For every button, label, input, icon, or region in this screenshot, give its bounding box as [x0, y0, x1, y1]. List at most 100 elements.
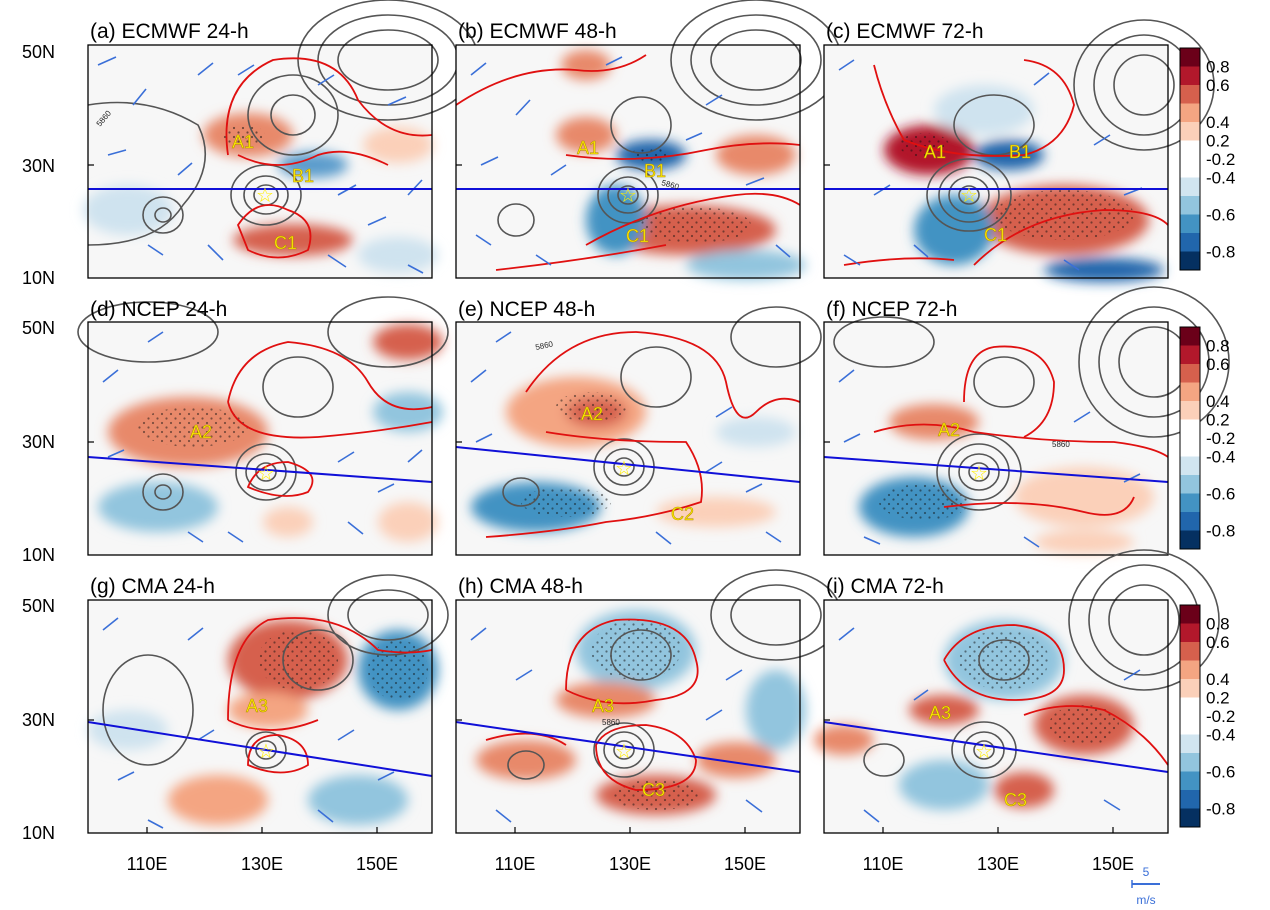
colorbar-segment	[1180, 808, 1200, 828]
colorbar-segment	[1180, 66, 1200, 86]
colorbar-segment	[1180, 103, 1200, 123]
panel-g-label-A3: A3	[246, 696, 268, 716]
panel-c-label-A1: A1	[924, 142, 946, 162]
colorbar-segment	[1180, 382, 1200, 402]
colorbar-tick-label: 0.8	[1206, 337, 1230, 356]
colorbar-tick-label: 0.4	[1206, 113, 1230, 132]
colorbar-segment	[1180, 716, 1200, 735]
colorbar-segment	[1180, 196, 1200, 215]
svg-text:☆: ☆	[257, 741, 275, 763]
panel-e-label-C2: C2	[671, 504, 694, 524]
colorbar-tick-label: 0.2	[1206, 411, 1230, 430]
panel-e: ☆ 5860 A2 C2	[455, 306, 822, 556]
panel-a-label-B1: B1	[292, 166, 314, 186]
colorbar-segment	[1180, 493, 1200, 513]
colorbar-frame	[1179, 604, 1201, 828]
x-tick-150E-col3: 150E	[1092, 854, 1134, 874]
colorbar-row1: 0.80.6 0.40.2-0.2-0.4 -0.6 -0.8	[1179, 47, 1235, 271]
y-tick-10N-row3: 10N	[22, 823, 55, 843]
colorbar-segment	[1180, 771, 1200, 791]
colorbar-tick-label: 0.6	[1206, 633, 1230, 652]
y-tick-50N-row1: 50N	[22, 42, 55, 62]
panel-b-title: (b) ECMWF 48-h	[458, 20, 617, 43]
x-tick-130E-col3: 130E	[977, 854, 1019, 874]
colorbar-segment	[1180, 233, 1200, 252]
colorbar-tick-label: -0.8	[1206, 800, 1235, 819]
panel-c-label-B1: B1	[1009, 142, 1031, 162]
colorbar-segment	[1180, 734, 1200, 754]
panel-a: ☆ 5860 A1 B1 C1	[83, 0, 479, 279]
y-tick-50N-row2: 50N	[22, 318, 55, 338]
colorbar-tick-label: -0.2	[1206, 429, 1235, 448]
colorbar-tick-label: -0.6	[1206, 206, 1235, 225]
panel-b-label-A1: A1	[577, 138, 599, 158]
svg-text:☆: ☆	[256, 185, 274, 207]
colorbar-tick-label: -0.6	[1206, 763, 1235, 782]
panel-i-label-A3: A3	[929, 703, 951, 723]
y-tick-30N-row3: 30N	[22, 710, 55, 730]
panel-h-title: (h) CMA 48-h	[458, 575, 583, 598]
panel-d-label-A2: A2	[190, 422, 212, 442]
colorbar-segment	[1180, 177, 1200, 197]
svg-text:☆: ☆	[960, 185, 978, 207]
panel-c-label-C1: C1	[984, 225, 1007, 245]
colorbar-tick-label: -0.6	[1206, 485, 1235, 504]
colorbar-row2: 0.80.6 0.40.2-0.2-0.4 -0.6 -0.8	[1179, 326, 1235, 550]
x-tick-110E-col1: 110E	[127, 854, 168, 874]
colorbar-frame	[1179, 326, 1201, 550]
panel-i: ☆ A3 C3	[814, 549, 1220, 834]
x-tick-150E-col1: 150E	[356, 854, 398, 874]
panel-e-contour-label: 5860	[535, 339, 555, 352]
colorbar-tick-label: 0.8	[1206, 58, 1230, 77]
colorbar-segment	[1180, 697, 1200, 717]
colorbar-segment	[1180, 364, 1200, 383]
colorbar-segment	[1180, 660, 1200, 680]
colorbar-segment	[1180, 605, 1200, 624]
svg-text:☆: ☆	[615, 458, 633, 480]
colorbar-tick-label: 0.6	[1206, 355, 1230, 374]
colorbar-segment	[1180, 790, 1200, 809]
y-tick-10N-row1: 10N	[22, 268, 55, 288]
x-tick-110E-col3: 110E	[863, 854, 904, 874]
panel-c-title: (c) ECMWF 72-h	[826, 20, 984, 43]
reference-vector-value: 5	[1143, 865, 1150, 879]
panel-a-label-A1: A1	[232, 132, 254, 152]
x-tick-110E-col2: 110E	[495, 854, 536, 874]
panel-h-label-A3: A3	[592, 696, 614, 716]
colorbar-tick-label: 0.4	[1206, 670, 1230, 689]
panel-a-title: (a) ECMWF 24-h	[90, 20, 249, 43]
colorbar-segment	[1180, 530, 1200, 550]
panel-d-title: (d) NCEP 24-h	[90, 298, 227, 321]
svg-text:☆: ☆	[257, 463, 275, 485]
colorbar-segment	[1180, 419, 1200, 439]
colorbar-segment	[1180, 438, 1200, 457]
colorbar-tick-label: 0.2	[1206, 132, 1230, 151]
colorbar-segment	[1180, 456, 1200, 476]
panel-g: ☆ A3	[87, 574, 449, 834]
reference-vector-unit: m/s	[1136, 893, 1155, 907]
colorbar-segment	[1180, 85, 1200, 104]
colorbar-segment	[1180, 140, 1200, 160]
panel-i-label-C3: C3	[1004, 790, 1027, 810]
y-tick-30N-row1: 30N	[22, 156, 55, 176]
panel-h-label-C3: C3	[642, 780, 665, 800]
panel-f: ☆ 5860 A2	[823, 286, 1230, 556]
colorbar-segment	[1180, 475, 1200, 494]
colorbar-tick-label: 0.4	[1206, 392, 1230, 411]
colorbar-segment	[1180, 679, 1200, 698]
svg-text:☆: ☆	[975, 741, 993, 763]
panel-b-label-B1: B1	[644, 161, 666, 181]
colorbar-segment	[1180, 159, 1200, 178]
x-tick-150E-col2: 150E	[724, 854, 766, 874]
panel-b-label-C1: C1	[626, 226, 649, 246]
colorbar-tick-label: -0.4	[1206, 448, 1235, 467]
colorbar-segment	[1180, 512, 1200, 531]
colorbar-tick-label: -0.4	[1206, 726, 1235, 745]
panel-f-label-A2: A2	[938, 420, 960, 440]
colorbar-segment	[1180, 122, 1200, 141]
svg-text:☆: ☆	[970, 463, 988, 485]
panel-h: ☆ 5860 A3 C3	[455, 569, 842, 834]
colorbar-tick-label: -0.2	[1206, 150, 1235, 169]
panel-i-title: (i) CMA 72-h	[826, 575, 944, 598]
